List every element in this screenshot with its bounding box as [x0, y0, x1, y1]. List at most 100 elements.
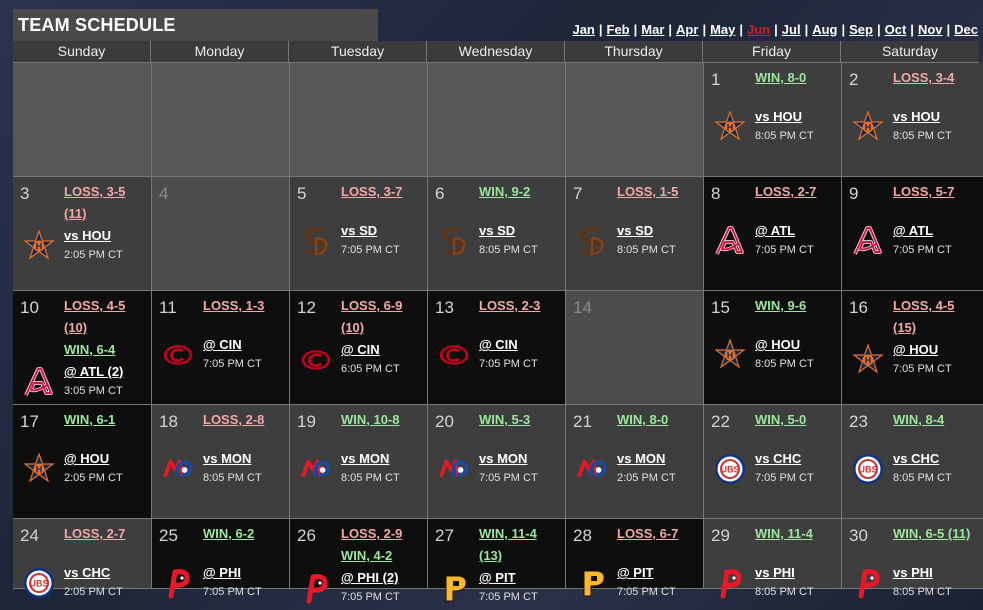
game-result[interactable]: WIN, 11-4 [479, 526, 537, 541]
opponent-link[interactable]: @ CIN [341, 342, 380, 357]
day-cell-1[interactable]: 1 WIN, 8-0 vs HOU 8:05 PM CT H [704, 63, 842, 177]
opponent-link[interactable]: vs PHI [893, 565, 933, 580]
game-result[interactable]: LOSS, 1-5 [617, 184, 679, 199]
opponent-link[interactable]: @ PIT [617, 565, 654, 580]
month-link-may[interactable]: May [710, 22, 736, 37]
month-link-dec[interactable]: Dec [954, 22, 978, 37]
opponent-link[interactable]: @ HOU [64, 451, 110, 466]
game-result[interactable]: LOSS, 3-4 [893, 70, 955, 85]
game-result[interactable]: LOSS, 2-7 [64, 526, 126, 541]
day-cell-20[interactable]: 20 WIN, 5-3 vs MON 7:05 PM CT [428, 405, 566, 519]
day-cell-12[interactable]: 12 LOSS, 6-9 (10) @ CIN 6:05 PM CT [290, 291, 428, 405]
game-result[interactable]: WIN, 8-0 [617, 412, 669, 427]
game-result[interactable]: WIN, 8-4 [893, 412, 945, 427]
day-cell-30[interactable]: 30 WIN, 6-5 (11) vs PHI 8:05 PM CT [842, 519, 983, 599]
opponent-link[interactable]: vs MON [617, 451, 666, 466]
game-result[interactable]: LOSS, 2-9 [341, 526, 403, 541]
opponent-link[interactable]: @ HOU [755, 337, 801, 352]
opponent-link[interactable]: @ PIT [479, 570, 516, 585]
day-cell-5[interactable]: 5 LOSS, 3-7 vs SD 7:05 PM CT [290, 177, 428, 291]
game-result[interactable]: (10) [64, 320, 88, 335]
day-cell-8[interactable]: 8 LOSS, 2-7 @ ATL 7:05 PM CT [704, 177, 842, 291]
game-result[interactable]: LOSS, 6-9 [341, 298, 403, 313]
day-cell-27[interactable]: 27 WIN, 11-4 (13) @ PIT 7:05 PM CT [428, 519, 566, 603]
opponent-link[interactable]: vs SD [479, 223, 516, 238]
opponent-link[interactable]: vs HOU [64, 228, 111, 243]
game-result[interactable]: WIN, 6-2 [203, 526, 255, 541]
opponent-link[interactable]: vs MON [341, 451, 390, 466]
game-result[interactable]: WIN, 10-8 [341, 412, 400, 427]
day-cell-28[interactable]: 28 LOSS, 6-7 @ PIT 7:05 PM CT [566, 519, 704, 598]
game-result[interactable]: LOSS, 5-7 [893, 184, 955, 199]
day-cell-6[interactable]: 6 WIN, 9-2 vs SD 8:05 PM CT [428, 177, 566, 291]
game-result[interactable]: LOSS, 4-5 [64, 298, 126, 313]
game-result[interactable]: LOSS, 2-8 [203, 412, 265, 427]
month-link-nov[interactable]: Nov [917, 22, 943, 37]
game-result[interactable]: WIN, 8-0 [755, 70, 807, 85]
game-result[interactable]: LOSS, 3-7 [341, 184, 403, 199]
opponent-link[interactable]: @ HOU [893, 342, 939, 357]
day-cell-25[interactable]: 25 WIN, 6-2 @ PHI 7:05 PM CT [152, 519, 290, 599]
game-result[interactable]: (15) [893, 320, 917, 335]
game-result[interactable]: LOSS, 1-3 [203, 298, 265, 313]
opponent-link[interactable]: vs MON [203, 451, 252, 466]
opponent-link[interactable]: vs CHC [755, 451, 802, 466]
month-link-oct[interactable]: Oct [884, 22, 907, 37]
day-cell-24[interactable]: 24 LOSS, 2-7 vs CHC 2:05 PM CT UBS [13, 519, 152, 598]
opponent-link[interactable]: vs HOU [755, 109, 802, 124]
month-link-feb[interactable]: Feb [606, 22, 630, 37]
opponent-link[interactable]: vs HOU [893, 109, 940, 124]
opponent-link[interactable]: @ ATL [893, 223, 934, 238]
day-cell-11[interactable]: 11 LOSS, 1-3 @ CIN 7:05 PM CT [152, 291, 290, 405]
opponent-link[interactable]: @ PHI (2) [341, 570, 399, 585]
opponent-link[interactable]: @ CIN [479, 337, 518, 352]
opponent-link[interactable]: vs PHI [755, 565, 795, 580]
day-cell-26[interactable]: 26 LOSS, 2-9 WIN, 4-2 @ PHI (2) 7:05 PM CT [290, 519, 428, 604]
game-result[interactable]: WIN, 9-2 [479, 184, 531, 199]
opponent-link[interactable]: vs CHC [64, 565, 111, 580]
game-result[interactable]: WIN, 4-2 [341, 548, 393, 563]
day-cell-7[interactable]: 7 LOSS, 1-5 vs SD 8:05 PM CT [566, 177, 704, 291]
day-cell-3[interactable]: 3 LOSS, 3-5 (11) vs HOU 2:05 PM CT H [13, 177, 152, 291]
opponent-link[interactable]: vs MON [479, 451, 528, 466]
game-result[interactable]: WIN, 6-4 [64, 342, 116, 357]
month-link-aug[interactable]: Aug [812, 22, 838, 37]
day-cell-13[interactable]: 13 LOSS, 2-3 @ CIN 7:05 PM CT [428, 291, 566, 405]
day-cell-16[interactable]: 16 LOSS, 4-5 (15) @ HOU 7:05 PM CT H [842, 291, 983, 405]
game-result[interactable]: WIN, 6-1 [64, 412, 116, 427]
day-cell-23[interactable]: 23 WIN, 8-4 vs CHC 8:05 PM CT UBS [842, 405, 983, 519]
month-link-jun[interactable]: Jun [747, 22, 771, 37]
month-link-mar[interactable]: Mar [641, 22, 665, 37]
opponent-link[interactable]: @ ATL [755, 223, 796, 238]
month-link-jul[interactable]: Jul [781, 22, 801, 37]
game-result[interactable]: LOSS, 2-3 [479, 298, 541, 313]
opponent-link[interactable]: @ CIN [203, 337, 242, 352]
game-result[interactable]: LOSS, 4-5 [893, 298, 955, 313]
day-cell-17[interactable]: 17 WIN, 6-1 @ HOU 2:05 PM CT H [13, 405, 152, 519]
day-cell-21[interactable]: 21 WIN, 8-0 vs MON 2:05 PM CT [566, 405, 704, 519]
game-result[interactable]: (13) [479, 548, 503, 563]
day-cell-15[interactable]: 15 WIN, 9-6 @ HOU 8:05 PM CT H [704, 291, 842, 405]
opponent-link[interactable]: @ PHI [203, 565, 241, 580]
game-result[interactable]: WIN, 5-0 [755, 412, 807, 427]
day-cell-19[interactable]: 19 WIN, 10-8 vs MON 8:05 PM CT [290, 405, 428, 519]
game-result[interactable]: (10) [341, 320, 365, 335]
game-result[interactable]: (11) [64, 206, 87, 221]
day-cell-2[interactable]: 2 LOSS, 3-4 vs HOU 8:05 PM CT H [842, 63, 983, 177]
game-result[interactable]: WIN, 5-3 [479, 412, 531, 427]
opponent-link[interactable]: vs SD [617, 223, 654, 238]
game-result[interactable]: LOSS, 2-7 [755, 184, 817, 199]
game-result[interactable]: WIN, 6-5 (11) [893, 526, 971, 541]
opponent-link[interactable]: @ ATL (2) [64, 364, 124, 379]
day-cell-29[interactable]: 29 WIN, 11-4 vs PHI 8:05 PM CT [704, 519, 842, 599]
game-result[interactable]: WIN, 9-6 [755, 298, 807, 313]
month-link-jan[interactable]: Jan [572, 22, 595, 37]
month-link-apr[interactable]: Apr [676, 22, 699, 37]
opponent-link[interactable]: vs SD [341, 223, 378, 238]
game-result[interactable]: LOSS, 6-7 [617, 526, 679, 541]
month-link-sep[interactable]: Sep [849, 22, 873, 37]
day-cell-22[interactable]: 22 WIN, 5-0 vs CHC 7:05 PM CT UBS [704, 405, 842, 519]
day-cell-9[interactable]: 9 LOSS, 5-7 @ ATL 7:05 PM CT [842, 177, 983, 291]
game-result[interactable]: WIN, 11-4 [755, 526, 813, 541]
game-result[interactable]: LOSS, 3-5 [64, 184, 126, 199]
